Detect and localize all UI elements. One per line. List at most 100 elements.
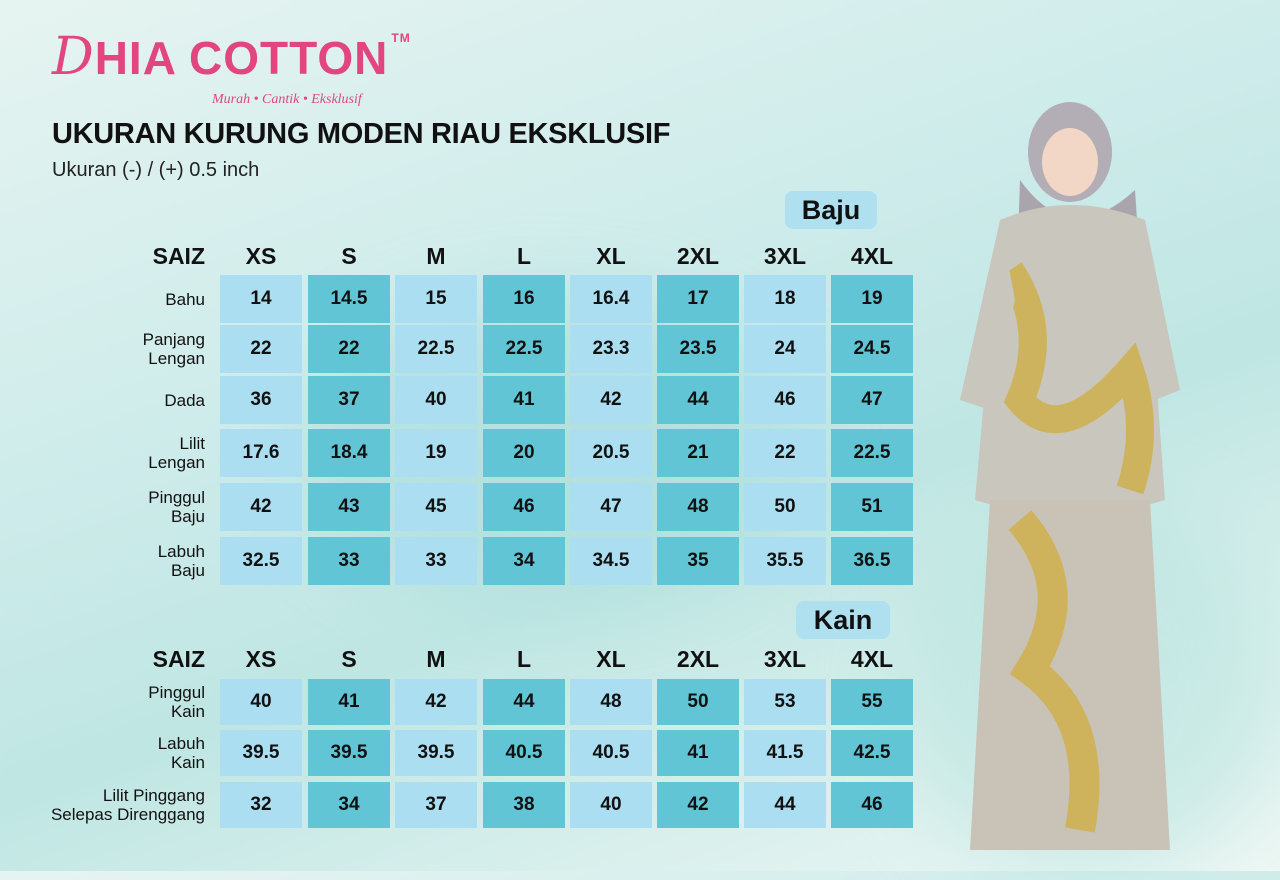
size-cell: 40 xyxy=(395,376,477,424)
size-cell: 41.5 xyxy=(744,730,826,776)
size-cell: 40 xyxy=(570,782,652,828)
size-column-header: 2XL xyxy=(676,646,720,672)
left-sleeve xyxy=(960,220,1015,410)
size-cell: 39.5 xyxy=(308,730,390,776)
row-label-line: Baju xyxy=(170,507,205,526)
kain-shape xyxy=(970,500,1170,850)
size-cell: 37 xyxy=(395,782,477,828)
size-cell: 39.5 xyxy=(220,730,302,776)
logo-wordmark: DHIA COTTON TM xyxy=(52,28,411,86)
size-column-header: 3XL xyxy=(763,243,807,269)
size-column-header: XL xyxy=(596,243,626,269)
logo-name: HIA COTTON xyxy=(94,32,389,84)
size-column-header: M xyxy=(426,646,446,672)
row-label: Pinggul Kain xyxy=(5,679,205,725)
size-cell: 24 xyxy=(744,325,826,373)
model-photo xyxy=(960,102,1180,850)
size-column-header: S xyxy=(341,243,357,269)
size-column-header: XS xyxy=(245,243,277,269)
size-cell: 44 xyxy=(744,782,826,828)
kain-badge: Kain xyxy=(796,601,890,639)
size-cell: 15 xyxy=(395,275,477,323)
size-cell: 44 xyxy=(657,376,739,424)
size-cell: 37 xyxy=(308,376,390,424)
size-cell: 41 xyxy=(308,679,390,725)
row-label: Pinggul Baju xyxy=(5,483,205,531)
size-cell: 46 xyxy=(483,483,565,531)
size-cell: 47 xyxy=(831,376,913,424)
face-shape xyxy=(1042,128,1098,196)
row-label: Lilit Pinggang Selepas Direnggang xyxy=(5,782,205,828)
size-cell: 32 xyxy=(220,782,302,828)
row-label-line: Labuh xyxy=(157,734,205,753)
size-cell: 33 xyxy=(308,537,390,585)
size-cell: 42 xyxy=(570,376,652,424)
batik-pattern xyxy=(1008,510,1100,833)
size-column-header: L xyxy=(516,243,532,269)
size-cell: 34 xyxy=(483,537,565,585)
size-cell: 22.5 xyxy=(483,325,565,373)
row-label-line: Labuh xyxy=(157,542,205,561)
row-label: Dada xyxy=(5,376,205,424)
size-cell: 19 xyxy=(395,429,477,477)
size-column-header: XL xyxy=(596,646,626,672)
size-column-header: 3XL xyxy=(763,646,807,672)
size-cell: 19 xyxy=(831,275,913,323)
row-label: Lilit Lengan xyxy=(5,429,205,477)
size-cell: 45 xyxy=(395,483,477,531)
row-label-line: Lilit Pinggang xyxy=(102,786,205,805)
size-header: SAIZ xyxy=(152,243,205,269)
size-cell: 34.5 xyxy=(570,537,652,585)
size-cell: 43 xyxy=(308,483,390,531)
size-cell: 47 xyxy=(570,483,652,531)
page-title: UKURAN KURUNG MODEN RIAU EKSKLUSIF xyxy=(52,118,671,150)
size-cell: 35 xyxy=(657,537,739,585)
row-label-line: Lengan xyxy=(148,349,205,368)
size-column-header: S xyxy=(341,646,357,672)
row-label: Bahu xyxy=(5,275,205,323)
size-cell: 46 xyxy=(744,376,826,424)
size-cell: 22.5 xyxy=(395,325,477,373)
size-cell: 22.5 xyxy=(831,429,913,477)
row-label-line: Pinggul xyxy=(148,683,205,702)
size-cell: 40.5 xyxy=(483,730,565,776)
size-cell: 22 xyxy=(308,325,390,373)
row-label: Panjang Lengan xyxy=(5,325,205,373)
row-label-line: Panjang xyxy=(142,330,205,349)
size-cell: 42 xyxy=(220,483,302,531)
size-cell: 20.5 xyxy=(570,429,652,477)
page-subtitle: Ukuran (-) / (+) 0.5 inch xyxy=(52,159,260,181)
size-cell: 22 xyxy=(744,429,826,477)
size-cell: 42.5 xyxy=(831,730,913,776)
size-cell: 24.5 xyxy=(831,325,913,373)
row-label-line: Bahu xyxy=(165,289,205,309)
row-label: Labuh Kain xyxy=(5,730,205,776)
size-cell: 42 xyxy=(657,782,739,828)
size-cell: 39.5 xyxy=(395,730,477,776)
size-cell: 40 xyxy=(220,679,302,725)
size-cell: 50 xyxy=(657,679,739,725)
size-cell: 36 xyxy=(220,376,302,424)
size-cell: 41 xyxy=(483,376,565,424)
right-sleeve xyxy=(1135,220,1180,400)
logo-tagline: Murah • Cantik • Eksklusif xyxy=(212,92,362,107)
row-label-line: Pinggul xyxy=(148,488,205,507)
size-cell: 23.5 xyxy=(657,325,739,373)
size-cell: 14.5 xyxy=(308,275,390,323)
row-label-line: Lengan xyxy=(148,453,205,472)
row-label-line: Selepas Direnggang xyxy=(50,805,205,824)
size-header: SAIZ xyxy=(152,646,205,672)
size-cell: 48 xyxy=(570,679,652,725)
size-column-header: L xyxy=(516,646,532,672)
row-label-line: Lilit xyxy=(179,434,205,453)
size-cell: 48 xyxy=(657,483,739,531)
row-label-line: Baju xyxy=(170,561,205,580)
size-cell: 51 xyxy=(831,483,913,531)
size-cell: 53 xyxy=(744,679,826,725)
logo-initial: D xyxy=(52,27,95,87)
size-cell: 22 xyxy=(220,325,302,373)
batik-pattern xyxy=(998,262,1154,495)
size-cell: 17.6 xyxy=(220,429,302,477)
size-column-header: M xyxy=(426,243,446,269)
size-cell: 16 xyxy=(483,275,565,323)
